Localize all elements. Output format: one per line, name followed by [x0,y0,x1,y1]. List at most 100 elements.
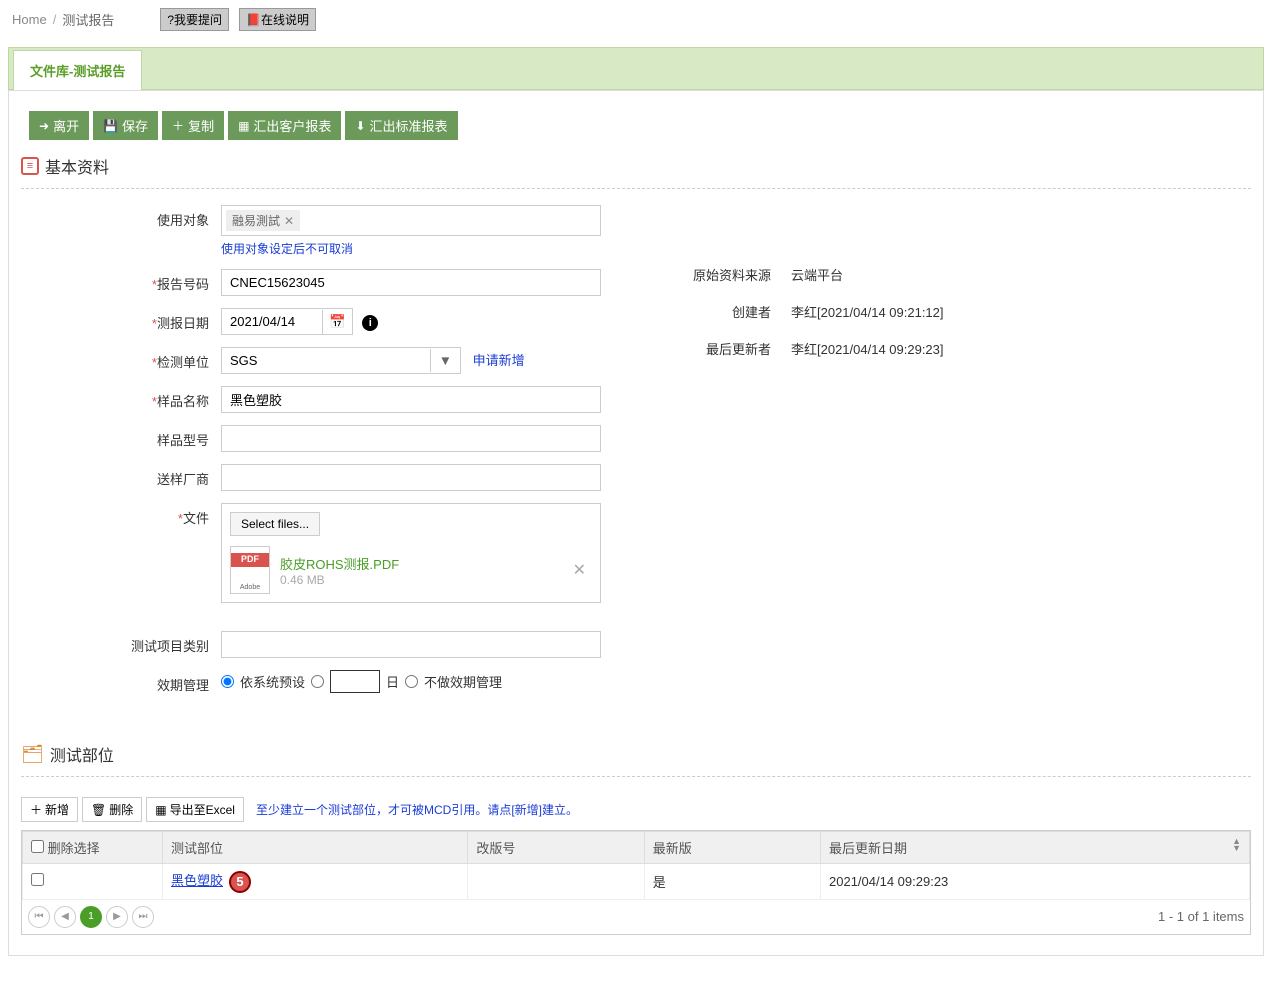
expiry-opt1-label: 依系统预设 [240,672,305,691]
file-remove-icon[interactable]: ✕ [567,560,592,580]
basic-form: 4 使用对象 融易測試✕ 使用对象设定后不可取消 *报告号码 *测报日期 [21,205,1251,706]
report-no-input[interactable] [221,269,601,296]
section-basic-title: 基本资料 [45,154,109,178]
list-icon: ≡ [21,157,39,175]
export-customer-button[interactable]: ▦汇出客户报表 [228,111,341,140]
expiry-day-label: 日 [386,672,399,691]
export-standard-button[interactable]: ⬇汇出标准报表 [345,111,457,140]
use-target-hint: 使用对象设定后不可取消 [221,240,641,257]
label-updater: 最后更新者 [681,339,791,358]
label-sample-name: 样品名称 [157,394,209,409]
help-button[interactable]: 📕在线说明 [239,8,316,31]
col-latest[interactable]: 最新版 [644,832,820,864]
download-icon: ⬇ [355,119,365,133]
label-report-date: 测报日期 [157,316,209,331]
cell-last-update: 2021/04/14 09:29:23 [821,864,1250,900]
book-icon: 📕 [246,13,261,27]
action-toolbar: ➜离开 💾保存 ＋复制 ▦汇出客户报表 ⬇汇出标准报表 [21,103,1251,148]
pager-next[interactable]: ▶ [106,906,128,928]
grid-export-button[interactable]: ▦导出至Excel [146,797,244,822]
select-all-checkbox[interactable] [31,840,44,853]
label-test-org: 检测单位 [157,355,209,370]
file-name[interactable]: 胶皮ROHS测报.PDF [280,554,557,573]
label-origin: 原始资料来源 [681,265,791,284]
save-button[interactable]: 💾保存 [93,111,158,140]
tab-bar: 文件库-测试报告 [8,47,1264,90]
dropdown-button[interactable]: ▼ [430,349,460,372]
pager-prev[interactable]: ◀ [54,906,76,928]
value-updater: 李红[2021/04/14 09:29:23] [791,339,944,358]
copy-button[interactable]: ＋复制 [162,111,224,140]
label-expiry: 效期管理 [21,670,221,694]
calendar-button[interactable]: 📅 [322,310,352,334]
breadcrumb: Home / 测试报告 ?我要提问 📕在线说明 [0,0,1272,39]
leave-button[interactable]: ➜离开 [29,111,89,140]
col-last-update[interactable]: 最后更新日期▲▼ [821,832,1250,864]
section-basic-header: ≡ 基本资料 [21,148,1251,189]
expiry-radio-system[interactable] [221,675,234,688]
plus-icon: ＋ [30,801,42,818]
file-upload-box: Select files... PDFAdobe 胶皮ROHS测报.PDF 0.… [221,503,601,603]
grid-add-button[interactable]: ＋新增 [21,797,78,822]
ask-button[interactable]: ?我要提问 [160,8,229,31]
excel-icon: ▦ [155,803,166,817]
pdf-icon: PDFAdobe [230,546,270,594]
file-item: PDFAdobe 胶皮ROHS测报.PDF 0.46 MB ✕ [230,546,592,594]
tab-file-library[interactable]: 文件库-测试报告 [13,50,142,90]
tree-icon: 🗂 [21,744,44,765]
apply-new-link[interactable]: 申请新增 [473,353,525,368]
vendor-input[interactable] [221,464,601,491]
report-date-input[interactable] [222,309,322,334]
label-report-no: 报告号码 [157,277,209,292]
cell-rev [468,864,644,900]
label-vendor: 送样厂商 [21,464,221,488]
sample-model-input[interactable] [221,425,601,452]
table-row: 黑色塑胶 5 是 2021/04/14 09:29:23 [23,864,1250,900]
breadcrumb-home[interactable]: Home [12,12,47,27]
arrow-right-icon: ➜ [39,119,49,133]
expiry-radio-days[interactable] [311,675,324,688]
trash-icon: 🗑 [91,803,106,817]
col-rev[interactable]: 改版号 [468,832,644,864]
use-target-input[interactable]: 融易測試✕ [221,205,601,236]
expiry-radio-none[interactable] [405,675,418,688]
file-size: 0.46 MB [280,573,557,587]
breadcrumb-sep: / [53,12,57,27]
info-icon[interactable]: i [362,315,378,331]
calendar-icon: 📅 [329,314,346,329]
col-select-delete: 删除选择 [23,832,163,864]
label-creator: 创建者 [681,302,791,321]
col-part[interactable]: 测试部位 [163,832,468,864]
grid-hint: 至少建立一个测试部位，才可被MCD引用。请点[新增]建立。 [256,801,578,818]
cell-latest: 是 [644,864,820,900]
pager-info: 1 - 1 of 1 items [1158,909,1244,924]
test-org-select[interactable] [222,348,430,373]
label-test-category: 测试项目类别 [21,631,221,655]
tag-remove-icon[interactable]: ✕ [284,214,294,228]
part-link[interactable]: 黑色塑胶 [171,873,223,888]
pager-first[interactable]: ⏮ [28,906,50,928]
row-checkbox[interactable] [31,873,44,886]
pager: ⏮ ◀ 1 ▶ ⏭ 1 - 1 of 1 items [22,900,1250,934]
expiry-days-input[interactable] [330,670,380,693]
sample-name-input[interactable] [221,386,601,413]
save-icon: 💾 [103,119,118,133]
test-category-input[interactable] [221,631,601,658]
badge-5: 5 [229,871,251,893]
value-creator: 李红[2021/04/14 09:21:12] [791,302,944,321]
value-origin: 云端平台 [791,265,843,284]
chevron-down-icon: ▼ [439,353,452,368]
select-files-button[interactable]: Select files... [230,512,320,536]
pager-last[interactable]: ⏭ [132,906,154,928]
pager-page-1[interactable]: 1 [80,906,102,928]
tag-item: 融易測試✕ [226,210,300,231]
grid-delete-button[interactable]: 🗑删除 [82,797,142,822]
expiry-opt2-label: 不做效期管理 [424,672,502,691]
sort-icon[interactable]: ▲▼ [1232,838,1241,852]
plus-icon: ＋ [172,117,184,134]
label-sample-model: 样品型号 [21,425,221,449]
label-file: 文件 [183,511,209,526]
breadcrumb-current: 测试报告 [62,10,114,29]
label-use-target: 使用对象 [21,205,221,229]
section-parts-title: 测试部位 [50,742,114,766]
